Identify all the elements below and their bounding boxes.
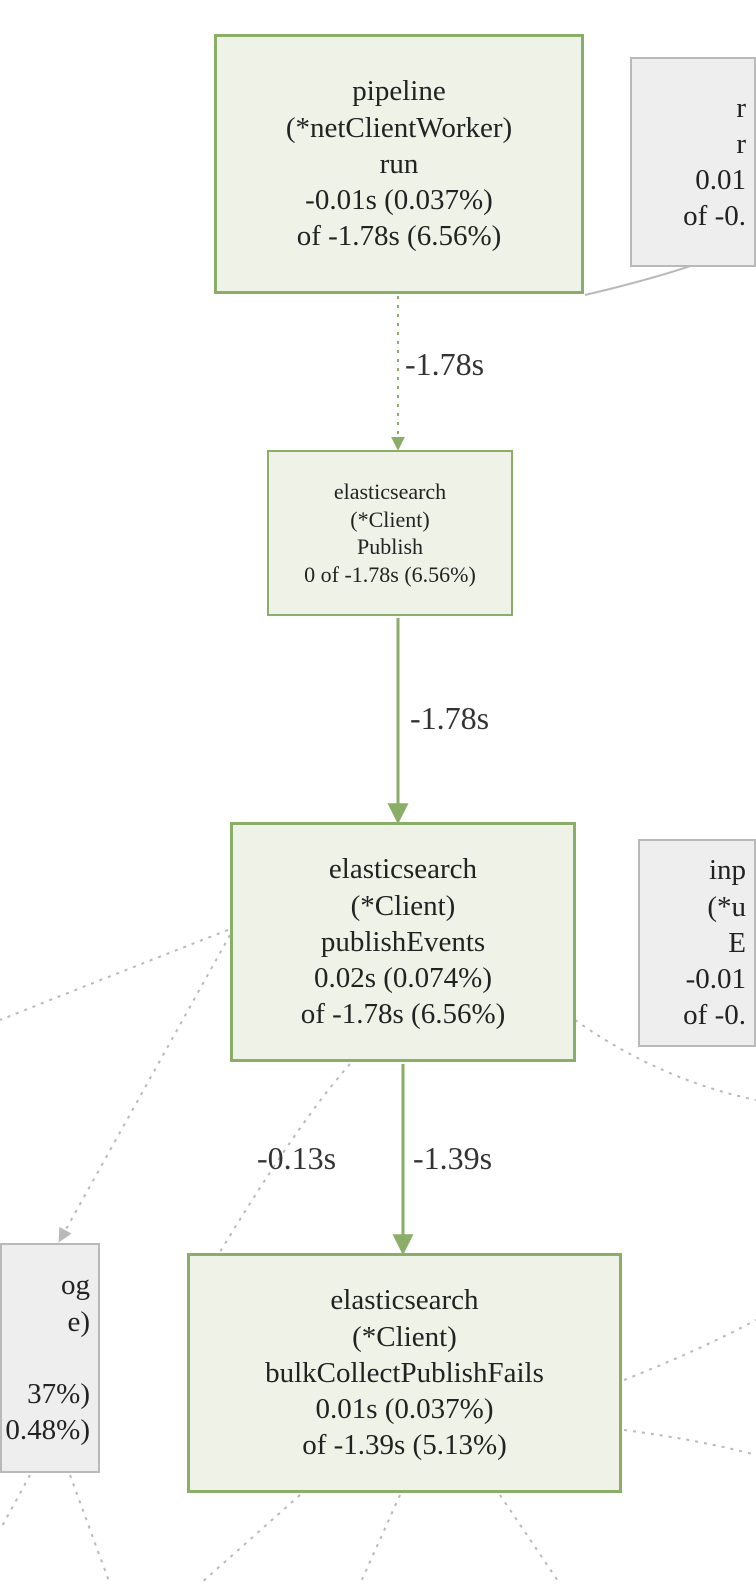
node-input_right: inp(*uE-0.01of -0. (638, 839, 756, 1047)
node-pipeline-line: run (380, 146, 419, 182)
node-input_right-line: (*u (707, 889, 746, 925)
node-es_publish-line: 0 of -1.78s (6.56%) (304, 561, 476, 589)
node-es_publishevents-line: 0.02s (0.074%) (314, 960, 492, 996)
node-input_right-line: -0.01 (686, 961, 746, 997)
node-pipeline-line: (*netClientWorker) (286, 110, 512, 146)
node-input_right-line: of -0. (683, 997, 746, 1033)
node-es_publishevents: elasticsearch(*Client)publishEvents0.02s… (230, 822, 576, 1062)
node-pipeline-line: -0.01s (0.037%) (305, 182, 493, 218)
extra-edge-left_down_dotted (0, 1475, 30, 1530)
edge-label-e3: -1.39s (413, 1140, 492, 1177)
node-runtime_top-line: 0.01 (695, 162, 746, 198)
node-es_bulkcollect-line: of -1.39s (5.13%) (302, 1427, 507, 1463)
extra-edge-left_down_dotted2 (70, 1475, 110, 1584)
extra-edge-pe_to_left_upper (0, 930, 228, 1020)
node-og_left-line: 0.48%) (5, 1412, 90, 1448)
node-es_bulkcollect: elasticsearch(*Client)bulkCollectPublish… (187, 1253, 622, 1493)
node-es_bulkcollect-line: 0.01s (0.037%) (315, 1391, 493, 1427)
extra-edge-bulk_down_dotted3 (500, 1495, 560, 1584)
node-es_publish: elasticsearch(*Client)Publish0 of -1.78s… (267, 450, 513, 616)
node-input_right-line: E (728, 925, 746, 961)
node-es_publish-line: (*Client) (350, 506, 429, 534)
node-es_bulkcollect-line: bulkCollectPublishFails (265, 1355, 544, 1391)
extra-edge-bulk_down_dotted2 (360, 1495, 400, 1584)
node-og_left-line: og (61, 1267, 90, 1303)
node-og_left: oge) 37%)0.48%) (0, 1243, 100, 1473)
edge-label-e4_label: -0.13s (257, 1140, 336, 1177)
node-es_publish-line: Publish (357, 533, 423, 561)
node-input_right-line: inp (709, 852, 746, 888)
node-og_left-line: e) (67, 1304, 90, 1340)
node-pipeline: pipeline(*netClientWorker)run-0.01s (0.0… (214, 34, 584, 294)
node-runtime_top-line: of -0. (683, 198, 746, 234)
extra-edge-bulk_right_dotted2 (624, 1430, 756, 1455)
node-pipeline-line: pipeline (352, 73, 445, 109)
edge-label-e1: -1.78s (405, 346, 484, 383)
node-pipeline-line: of -1.78s (6.56%) (297, 218, 502, 254)
node-runtime_top-line: r (736, 126, 746, 162)
node-runtime_top-line: r (736, 90, 746, 126)
edge-label-e2: -1.78s (410, 700, 489, 737)
extra-edge-bulk_right_dotted1 (624, 1320, 756, 1380)
node-es_bulkcollect-line: elasticsearch (330, 1282, 478, 1318)
node-es_publishevents-line: publishEvents (321, 924, 485, 960)
node-es_publishevents-line: elasticsearch (329, 851, 477, 887)
node-es_bulkcollect-line: (*Client) (352, 1319, 457, 1355)
node-es_publish-line: elasticsearch (334, 478, 446, 506)
extra-edge-pe_to_left_arrow (60, 935, 230, 1240)
node-es_publishevents-line: of -1.78s (6.56%) (301, 996, 506, 1032)
extra-edge-bulk_down_dotted1 (200, 1495, 300, 1584)
node-es_publishevents-line: (*Client) (351, 888, 456, 924)
node-og_left-line: 37%) (27, 1376, 90, 1412)
node-og_left-line (83, 1340, 90, 1376)
node-runtime_top: rr0.01of -0. (630, 57, 756, 267)
